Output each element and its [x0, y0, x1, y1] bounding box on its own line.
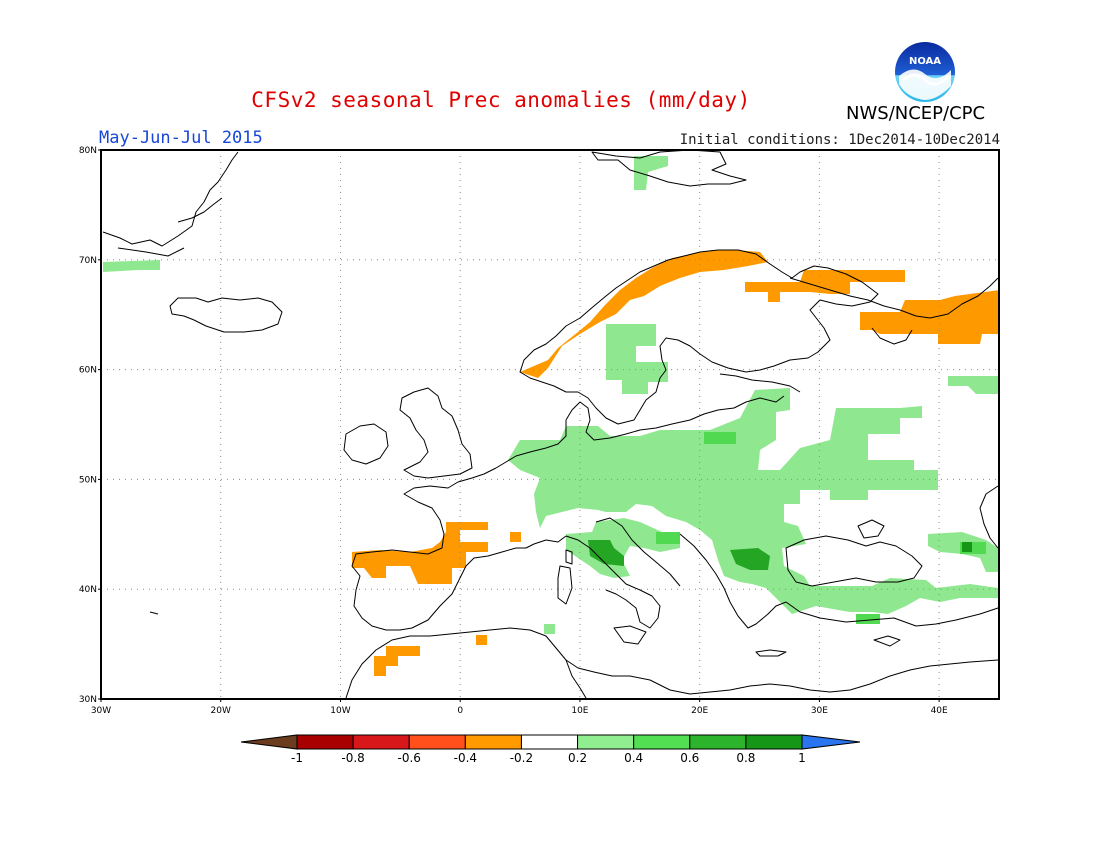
lon-label: 40E: [931, 706, 948, 716]
colorbar-swatch: [689, 734, 747, 750]
lat-label: 30N: [79, 695, 97, 705]
colorbar-swatch: [408, 734, 466, 750]
dry-anomaly-morocco: [374, 646, 420, 676]
colorbar-label: 0.2: [568, 751, 587, 765]
lat-label: 70N: [79, 256, 97, 266]
colorbar-swatch: [577, 734, 635, 750]
lon-label: 30E: [811, 706, 828, 716]
anomaly-shading: [103, 156, 1000, 676]
dry-anomaly-cell: [476, 635, 487, 645]
latitude-labels: 30N 40N 50N 60N 70N 80N: [79, 146, 101, 705]
lon-label: 20E: [691, 706, 708, 716]
colorbar-label: 0.4: [624, 751, 643, 765]
wet-anomaly-svalbard: [634, 156, 668, 190]
wet-dark-balkans: [730, 548, 770, 570]
lon-label: 10E: [571, 706, 588, 716]
svg-text:NOAA: NOAA: [909, 56, 941, 67]
lon-label: 30W: [91, 706, 111, 716]
dry-anomaly-norway: [520, 250, 768, 378]
lon-label: 10W: [330, 706, 350, 716]
coastlines: [102, 149, 999, 699]
initial-conditions: Initial conditions: 1Dec2014-10Dec2014: [679, 132, 1000, 148]
colorbar-arrow-left: [240, 734, 298, 750]
wet-dark-cell: [962, 542, 972, 552]
map-frame: [100, 149, 1000, 700]
wet-mid-cell: [704, 432, 736, 444]
longitude-labels: 30W 20W 10W 0 10E 20E 30E 40E: [91, 699, 948, 716]
colorbar-label: 0.8: [736, 751, 755, 765]
agency-label: NWS/NCEP/CPC: [846, 103, 986, 124]
colorbar-arrow-right: [801, 734, 861, 750]
wet-anomaly-cell: [544, 624, 555, 634]
colorbar-label: -0.4: [454, 751, 477, 765]
colorbar-swatch: [745, 734, 803, 750]
wet-anomaly-central-europe: [508, 388, 998, 614]
lon-label: 0: [457, 706, 463, 716]
colorbar-label: -0.6: [398, 751, 421, 765]
colorbar-swatch: [633, 734, 691, 750]
colorbar-label: -0.2: [510, 751, 533, 765]
dry-anomaly-nw-russia: [860, 290, 1000, 344]
colorbar-swatch: [296, 734, 354, 750]
colorbar: -1 -0.8 -0.6 -0.4 -0.2 0.2 0.4 0.6 0.8 1: [240, 734, 861, 765]
noaa-logo-icon: NOAA: [895, 42, 955, 102]
colorbar-swatch: [464, 734, 522, 750]
lon-label: 20W: [211, 706, 231, 716]
wet-anomaly-sweden: [606, 324, 668, 394]
colorbar-label: 1: [798, 751, 806, 765]
dry-anomaly-cell: [510, 532, 521, 542]
colorbar-label: 0.6: [680, 751, 699, 765]
wet-mid-cell: [856, 614, 880, 624]
lat-label: 60N: [79, 366, 97, 376]
lat-label: 50N: [79, 475, 97, 485]
wet-dark-italy: [588, 540, 624, 566]
wet-mid-cell: [656, 532, 680, 544]
lat-label: 40N: [79, 585, 97, 595]
dry-anomaly-kola: [745, 270, 905, 302]
forecast-period: May-Jun-Jul 2015: [99, 128, 263, 148]
wet-anomaly-urals: [948, 376, 998, 394]
wet-anomaly-greenland: [103, 260, 160, 272]
lat-label: 80N: [79, 146, 97, 156]
map-title: CFSv2 seasonal Prec anomalies (mm/day): [251, 88, 751, 112]
colorbar-swatch: [520, 734, 579, 750]
colorbar-swatch: [352, 734, 410, 750]
colorbar-label: -1: [291, 751, 303, 765]
colorbar-label: -0.8: [341, 751, 364, 765]
wet-anomaly-italy: [566, 518, 680, 578]
